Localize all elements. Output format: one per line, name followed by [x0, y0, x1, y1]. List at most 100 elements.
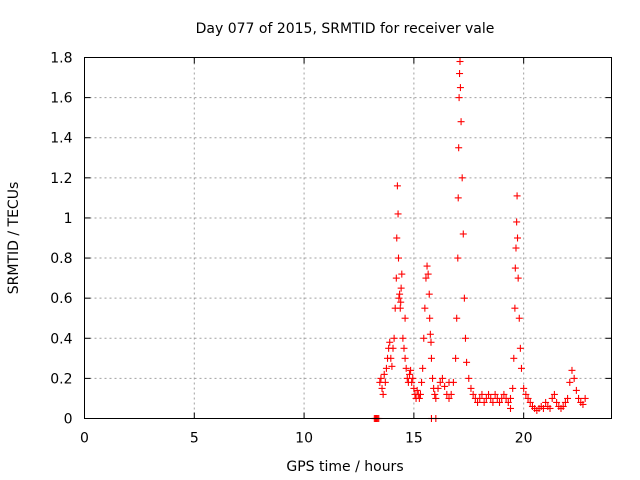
data-point — [379, 390, 387, 398]
data-point — [548, 394, 556, 402]
data-point — [427, 338, 435, 346]
data-point — [395, 254, 403, 262]
data-point — [432, 394, 440, 402]
data-point — [491, 390, 499, 398]
data-point — [516, 344, 524, 352]
y-tick-label: 0.2 — [50, 371, 72, 387]
data-point — [426, 314, 434, 322]
data-point — [405, 370, 413, 378]
data-point — [550, 390, 558, 398]
data-point — [465, 374, 473, 382]
data-point — [513, 218, 521, 226]
data-point — [511, 304, 519, 312]
data-point — [431, 390, 439, 398]
data-point — [393, 234, 401, 242]
data-point — [422, 274, 430, 282]
data-point — [539, 404, 547, 412]
data-point — [455, 94, 463, 102]
data-point — [496, 398, 504, 406]
data-point — [452, 354, 460, 362]
data-point — [454, 194, 462, 202]
data-point — [485, 390, 493, 398]
data-point — [420, 334, 428, 342]
data-point — [434, 384, 442, 392]
data-point — [553, 398, 561, 406]
data-point — [457, 118, 465, 126]
y-tick-labels: 0 0.2 0.4 0.6 0.8 1 1.2 1.4 1.6 1.8 — [50, 51, 72, 428]
data-point — [512, 244, 520, 252]
data-point — [409, 374, 417, 382]
data-point — [377, 374, 385, 382]
grid-lines — [84, 57, 612, 419]
data-point — [459, 230, 467, 238]
data-point — [445, 394, 453, 402]
data-point — [572, 386, 580, 394]
data-point — [500, 390, 508, 398]
x-tick-label: 10 — [295, 431, 313, 447]
data-point — [418, 378, 426, 386]
data-point — [524, 394, 532, 402]
data-point — [453, 314, 461, 322]
data-point — [386, 338, 394, 346]
data-point — [436, 378, 444, 386]
data-point — [514, 234, 522, 242]
data-point — [390, 334, 398, 342]
data-point — [416, 390, 424, 398]
y-tick-label: 1.8 — [50, 51, 72, 67]
data-point — [546, 404, 554, 412]
data-point — [438, 374, 446, 382]
data-point — [426, 330, 434, 338]
x-tick-label: 5 — [190, 431, 199, 447]
x-tick-label: 20 — [515, 431, 533, 447]
data-point — [421, 304, 429, 312]
data-point — [401, 314, 409, 322]
data-point — [413, 386, 421, 394]
data-point — [455, 144, 463, 152]
y-tick-label: 1.2 — [50, 171, 72, 187]
data-point — [402, 364, 410, 372]
data-point — [423, 262, 431, 270]
data-point — [388, 362, 396, 370]
data-point — [517, 364, 525, 372]
data-point — [579, 400, 587, 408]
data-point — [463, 358, 471, 366]
data-point — [395, 294, 403, 302]
axis-ticks — [84, 57, 612, 419]
data-point — [392, 274, 400, 282]
data-point — [461, 334, 469, 342]
data-point — [511, 264, 519, 272]
data-point — [393, 182, 401, 190]
y-tick-label: 0.8 — [50, 251, 72, 267]
data-point — [506, 404, 514, 412]
data-point — [480, 398, 488, 406]
data-point — [513, 192, 521, 200]
data-point — [424, 270, 432, 278]
y-axis-label: SRMTID / TECUs — [6, 182, 22, 295]
y-tick-label: 0.6 — [50, 291, 72, 307]
data-point — [381, 378, 389, 386]
data-point — [510, 354, 518, 362]
data-point — [476, 394, 484, 402]
data-point — [415, 394, 423, 402]
data-point — [387, 354, 395, 362]
data-point — [394, 210, 402, 218]
data-point — [460, 294, 468, 302]
data-point — [407, 366, 415, 374]
data-point — [397, 298, 405, 306]
data-point — [469, 390, 477, 398]
data-point — [506, 394, 514, 402]
data-point — [515, 314, 523, 322]
data-point — [396, 290, 404, 298]
data-point — [456, 84, 464, 92]
x-tick-label: 0 — [80, 431, 89, 447]
data-point — [408, 378, 416, 386]
data-point — [509, 384, 517, 392]
data-point — [542, 398, 550, 406]
x-axis-label: GPS time / hours — [286, 459, 403, 475]
data-point — [427, 354, 435, 362]
data-point — [456, 70, 464, 78]
data-point — [520, 384, 528, 392]
data-point — [561, 398, 569, 406]
data-point — [396, 304, 404, 312]
